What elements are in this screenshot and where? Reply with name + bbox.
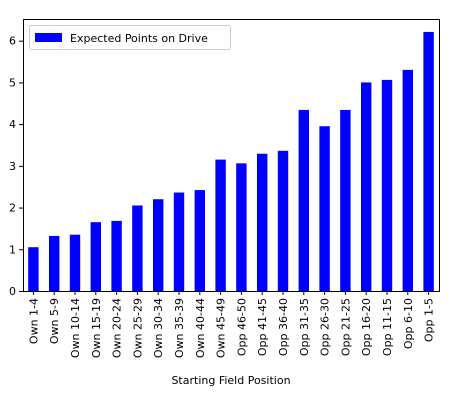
bar-own-1-4 xyxy=(28,247,39,291)
x-tick-label: Opp 11-15 xyxy=(381,298,394,356)
bar-opp-6-10 xyxy=(402,69,413,292)
y-tick-label: 6 xyxy=(9,35,16,48)
bar-own-20-24 xyxy=(111,220,122,291)
x-tick-label: Own 30-34 xyxy=(152,298,165,358)
x-tick-label: Own 15-19 xyxy=(90,298,103,358)
x-tick-label: Opp 6-10 xyxy=(402,298,415,349)
y-tick-label: 1 xyxy=(9,243,16,256)
x-axis: Own 1-4 Own 5-9 Own 10-14 Own 15-19 Own 20-2… xyxy=(27,291,436,358)
x-tick-label: Own 5-9 xyxy=(48,298,61,344)
bar-own-45-49 xyxy=(215,159,226,291)
x-tick-label: Opp 21-25 xyxy=(339,298,352,356)
x-tick-label: Opp 46-50 xyxy=(235,298,248,356)
x-tick-label: Opp 36-40 xyxy=(277,298,290,356)
x-tick-label: Own 40-44 xyxy=(194,298,207,358)
x-tick-label: Opp 31-35 xyxy=(298,298,311,356)
legend-label: Expected Points on Drive xyxy=(70,32,208,45)
bars-group xyxy=(28,31,434,292)
x-tick-label: Own 10-14 xyxy=(69,298,82,358)
bar-own-40-44 xyxy=(194,190,205,291)
y-tick-label: 3 xyxy=(9,160,16,173)
bar-own-25-29 xyxy=(132,205,143,291)
x-tick-label: Own 20-24 xyxy=(111,298,124,358)
y-tick-label: 2 xyxy=(9,202,16,215)
x-tick-label: Own 35-39 xyxy=(173,298,186,358)
bar-opp-21-25 xyxy=(340,109,351,291)
bar-opp-31-35 xyxy=(298,109,309,291)
bar-opp-26-30 xyxy=(319,126,330,292)
bar-opp-41-45 xyxy=(257,153,268,291)
bar-own-30-34 xyxy=(153,199,164,291)
bar-opp-11-15 xyxy=(381,79,393,291)
x-tick-label: Opp 1-5 xyxy=(423,298,436,342)
x-tick-label: Opp 26-30 xyxy=(319,298,332,356)
legend-swatch xyxy=(35,33,62,42)
legend-box xyxy=(29,25,231,50)
bar-own-10-14 xyxy=(69,234,81,291)
y-tick-label: 0 xyxy=(9,285,16,298)
plot-frame xyxy=(23,19,440,292)
x-tick-label: Opp 41-45 xyxy=(256,298,269,356)
y-axis: 0 1 2 3 4 5 6 xyxy=(9,35,23,298)
y-tick-label: 5 xyxy=(9,76,16,89)
bar-opp-1-5 xyxy=(423,31,434,292)
x-tick-label: Own 45-49 xyxy=(215,298,228,358)
bar-opp-46-50 xyxy=(236,163,247,291)
x-tick-label: Opp 16-20 xyxy=(360,298,373,356)
bar-own-5-9 xyxy=(49,235,60,291)
x-tick-label: Own 25-29 xyxy=(131,298,144,358)
legend: Expected Points on Drive xyxy=(29,25,231,50)
x-axis-title: Starting Field Position xyxy=(171,374,290,387)
bar-opp-36-40 xyxy=(277,150,289,291)
bar-own-35-39 xyxy=(173,192,185,291)
x-tick-label: Own 1-4 xyxy=(27,298,40,344)
y-tick-label: 4 xyxy=(9,118,16,131)
bar-own-15-19 xyxy=(90,222,101,291)
bar-opp-16-20 xyxy=(361,82,372,291)
